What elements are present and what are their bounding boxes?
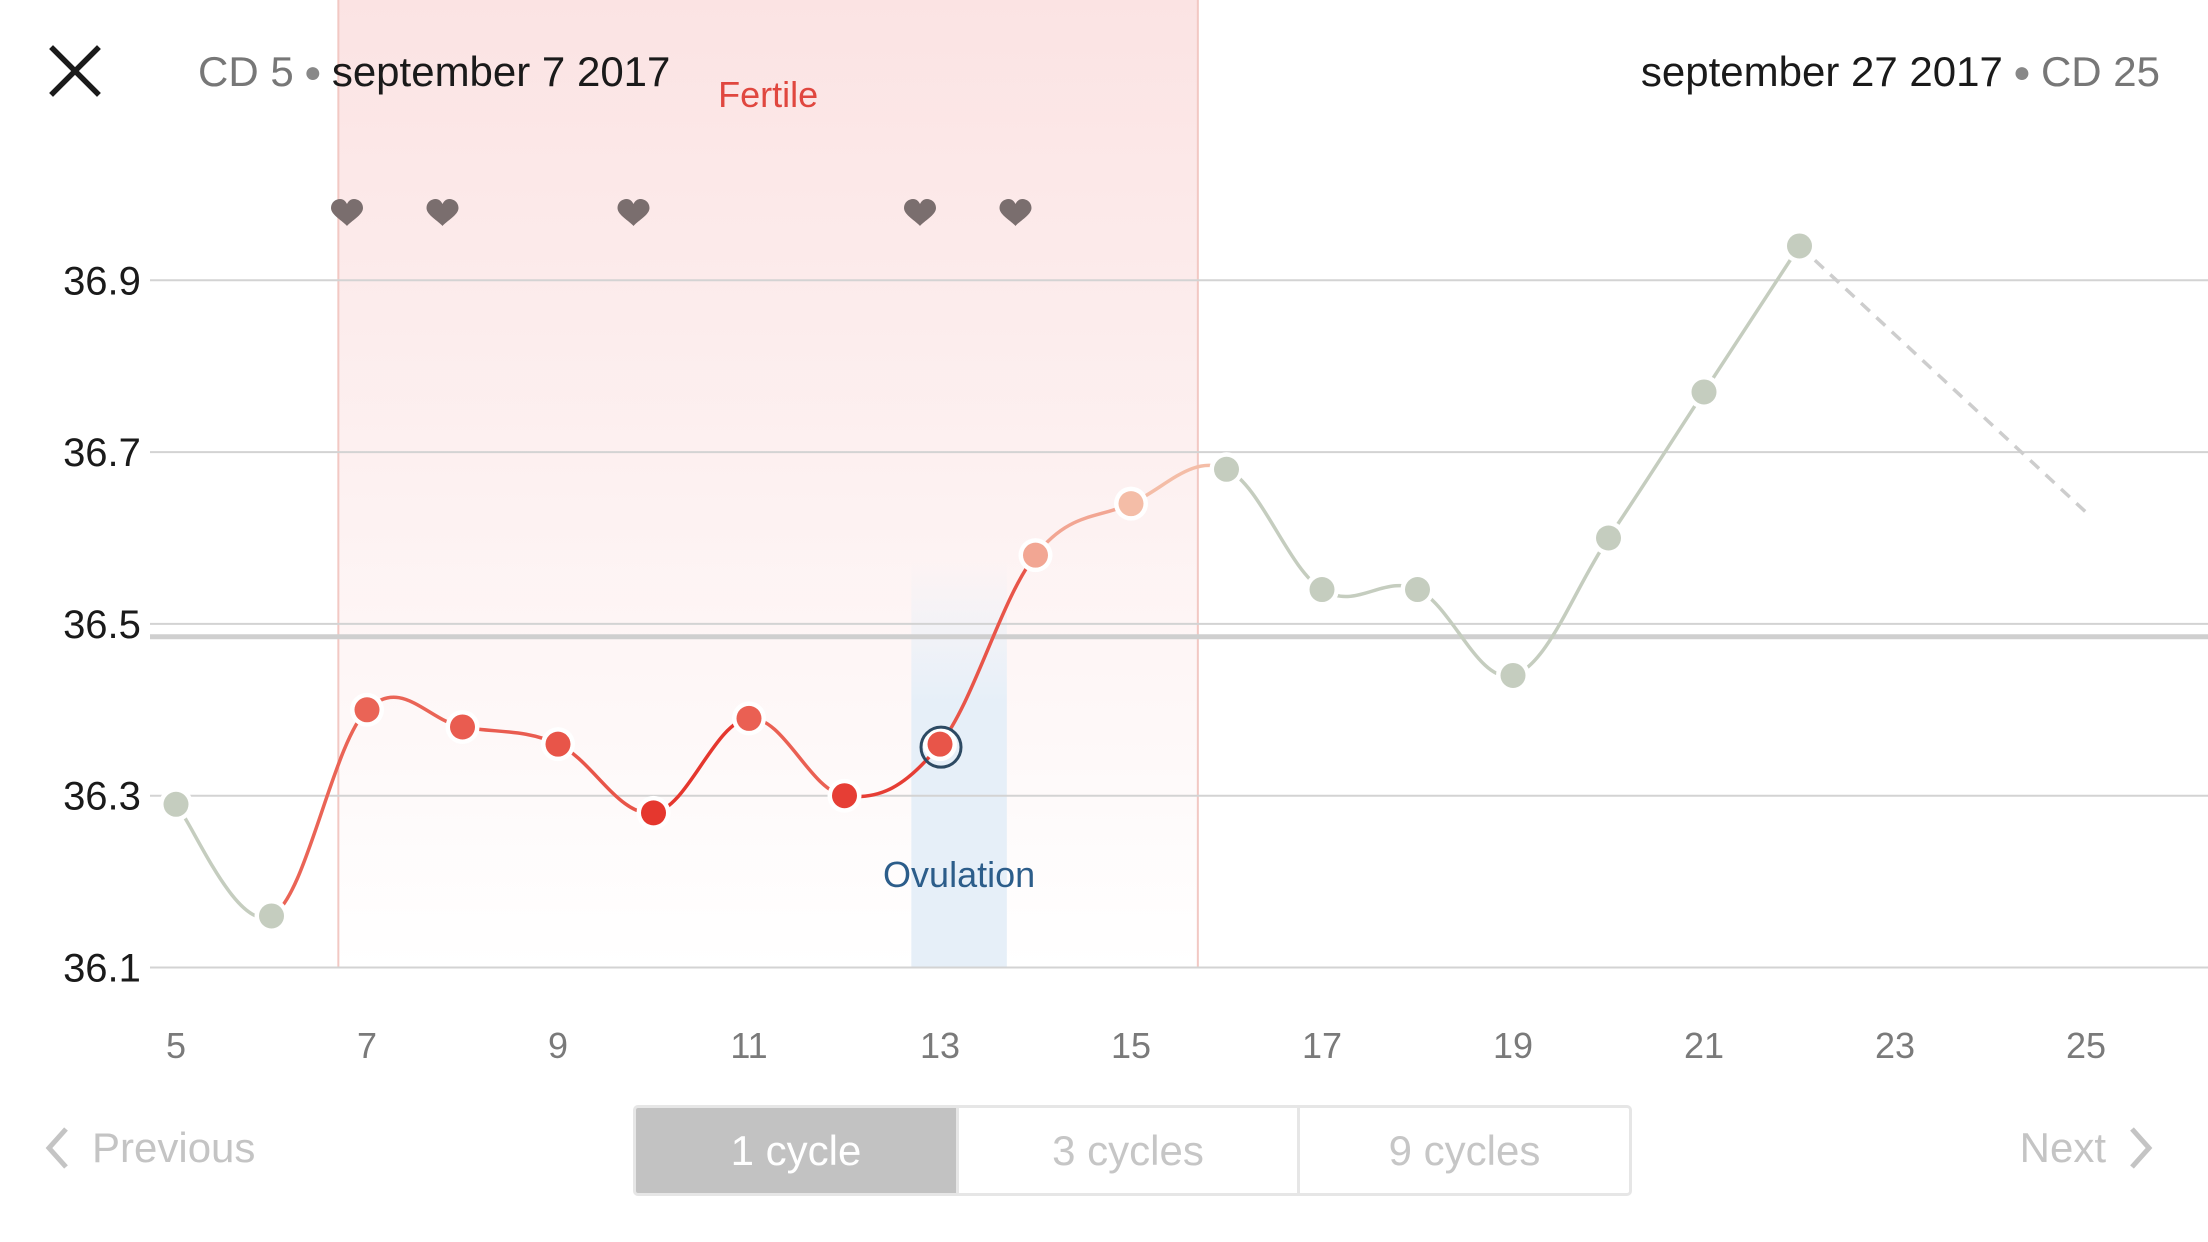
temperature-point: [1309, 577, 1335, 603]
heart-icon: [904, 199, 936, 226]
temperature-point: [545, 731, 571, 757]
close-button[interactable]: [46, 42, 104, 100]
temperature-point: [832, 783, 857, 809]
temperature-point: [354, 697, 380, 723]
close-icon: [49, 45, 101, 97]
x-tick-label: 17: [1302, 1025, 1342, 1066]
cycle-range-selector: 1 cycle 3 cycles 9 cycles: [633, 1105, 1632, 1196]
x-tick-label: 7: [357, 1025, 377, 1066]
x-tick-label: 25: [2066, 1025, 2106, 1066]
fertile-window-band: [338, 0, 1198, 968]
y-tick-label: 36.9: [63, 259, 141, 303]
temperature-point: [1118, 491, 1144, 517]
temperature-point: [1787, 233, 1812, 259]
separator-dot-icon: ●: [2012, 56, 2031, 89]
temperature-line-segment: [938, 553, 1038, 746]
temperature-point: [1691, 379, 1717, 405]
y-tick-label: 36.5: [63, 603, 141, 647]
x-tick-label: 21: [1684, 1025, 1724, 1066]
y-tick-label: 36.1: [63, 947, 141, 991]
next-button[interactable]: Next: [2020, 1124, 2154, 1172]
x-tick-label: 5: [166, 1025, 186, 1066]
temperature-line-segment: [174, 802, 274, 920]
next-label: Next: [2019, 1124, 2106, 1171]
range-9-cycles-button[interactable]: 9 cycles: [1297, 1108, 1629, 1193]
x-tick-label: 9: [548, 1025, 568, 1066]
cycle-start-header: CD 5 ● september 7 2017: [198, 48, 670, 96]
temperature-line-segment: [1415, 587, 1515, 678]
x-tick-label: 15: [1111, 1025, 1151, 1066]
previous-label: Previous: [92, 1124, 256, 1171]
temperature-point: [1596, 525, 1621, 551]
ovulation-label: Ovulation: [883, 854, 1035, 895]
fertile-window-label: Fertile: [718, 74, 818, 115]
temperature-point: [1023, 542, 1048, 568]
temperature-point: [736, 705, 762, 731]
temperature-line-segment: [1224, 467, 1324, 592]
temperature-point: [450, 714, 475, 740]
temperature-point: [1500, 662, 1526, 688]
heart-icon: [426, 199, 459, 226]
temperature-line-segment: [1702, 244, 1802, 394]
heart-icon: [331, 199, 363, 226]
x-tick-label: 11: [730, 1025, 767, 1066]
chevron-left-icon: [45, 1127, 68, 1169]
x-tick-label: 23: [1875, 1025, 1915, 1066]
cycle-end-header: september 27 2017 ● CD 25: [1641, 48, 2160, 96]
range-1-cycle-button[interactable]: 1 cycle: [636, 1108, 956, 1193]
temperature-point: [1214, 456, 1239, 482]
range-3-cycles-button[interactable]: 3 cycles: [956, 1108, 1297, 1193]
temperature-point: [927, 731, 953, 757]
start-cycle-day: CD 5: [198, 48, 294, 95]
temperature-point: [259, 903, 284, 929]
temperature-line-segment: [269, 708, 369, 918]
chevron-right-icon: [2130, 1127, 2153, 1169]
x-tick-label: 19: [1493, 1025, 1533, 1066]
temperature-point: [163, 791, 189, 817]
y-tick-label: 36.7: [63, 431, 141, 475]
temperature-line-segment: [1606, 390, 1706, 540]
separator-dot-icon: ●: [303, 56, 322, 89]
previous-button[interactable]: Previous: [44, 1124, 255, 1172]
end-cycle-day: CD 25: [2040, 48, 2160, 95]
temperature-point: [1405, 577, 1430, 603]
ovulation-band: [911, 560, 1007, 968]
temperature-projection-line: [1798, 244, 2088, 514]
y-tick-label: 36.3: [63, 775, 141, 819]
x-tick-label: 13: [920, 1025, 960, 1066]
heart-icon: [999, 199, 1032, 226]
end-date: september 27 2017: [1640, 48, 2003, 95]
heart-icon: [617, 199, 650, 226]
start-date: september 7 2017: [331, 48, 671, 95]
ovulation-marker-ring: [919, 725, 963, 769]
temperature-point: [641, 800, 666, 826]
temperature-line-segment: [1511, 536, 1611, 678]
